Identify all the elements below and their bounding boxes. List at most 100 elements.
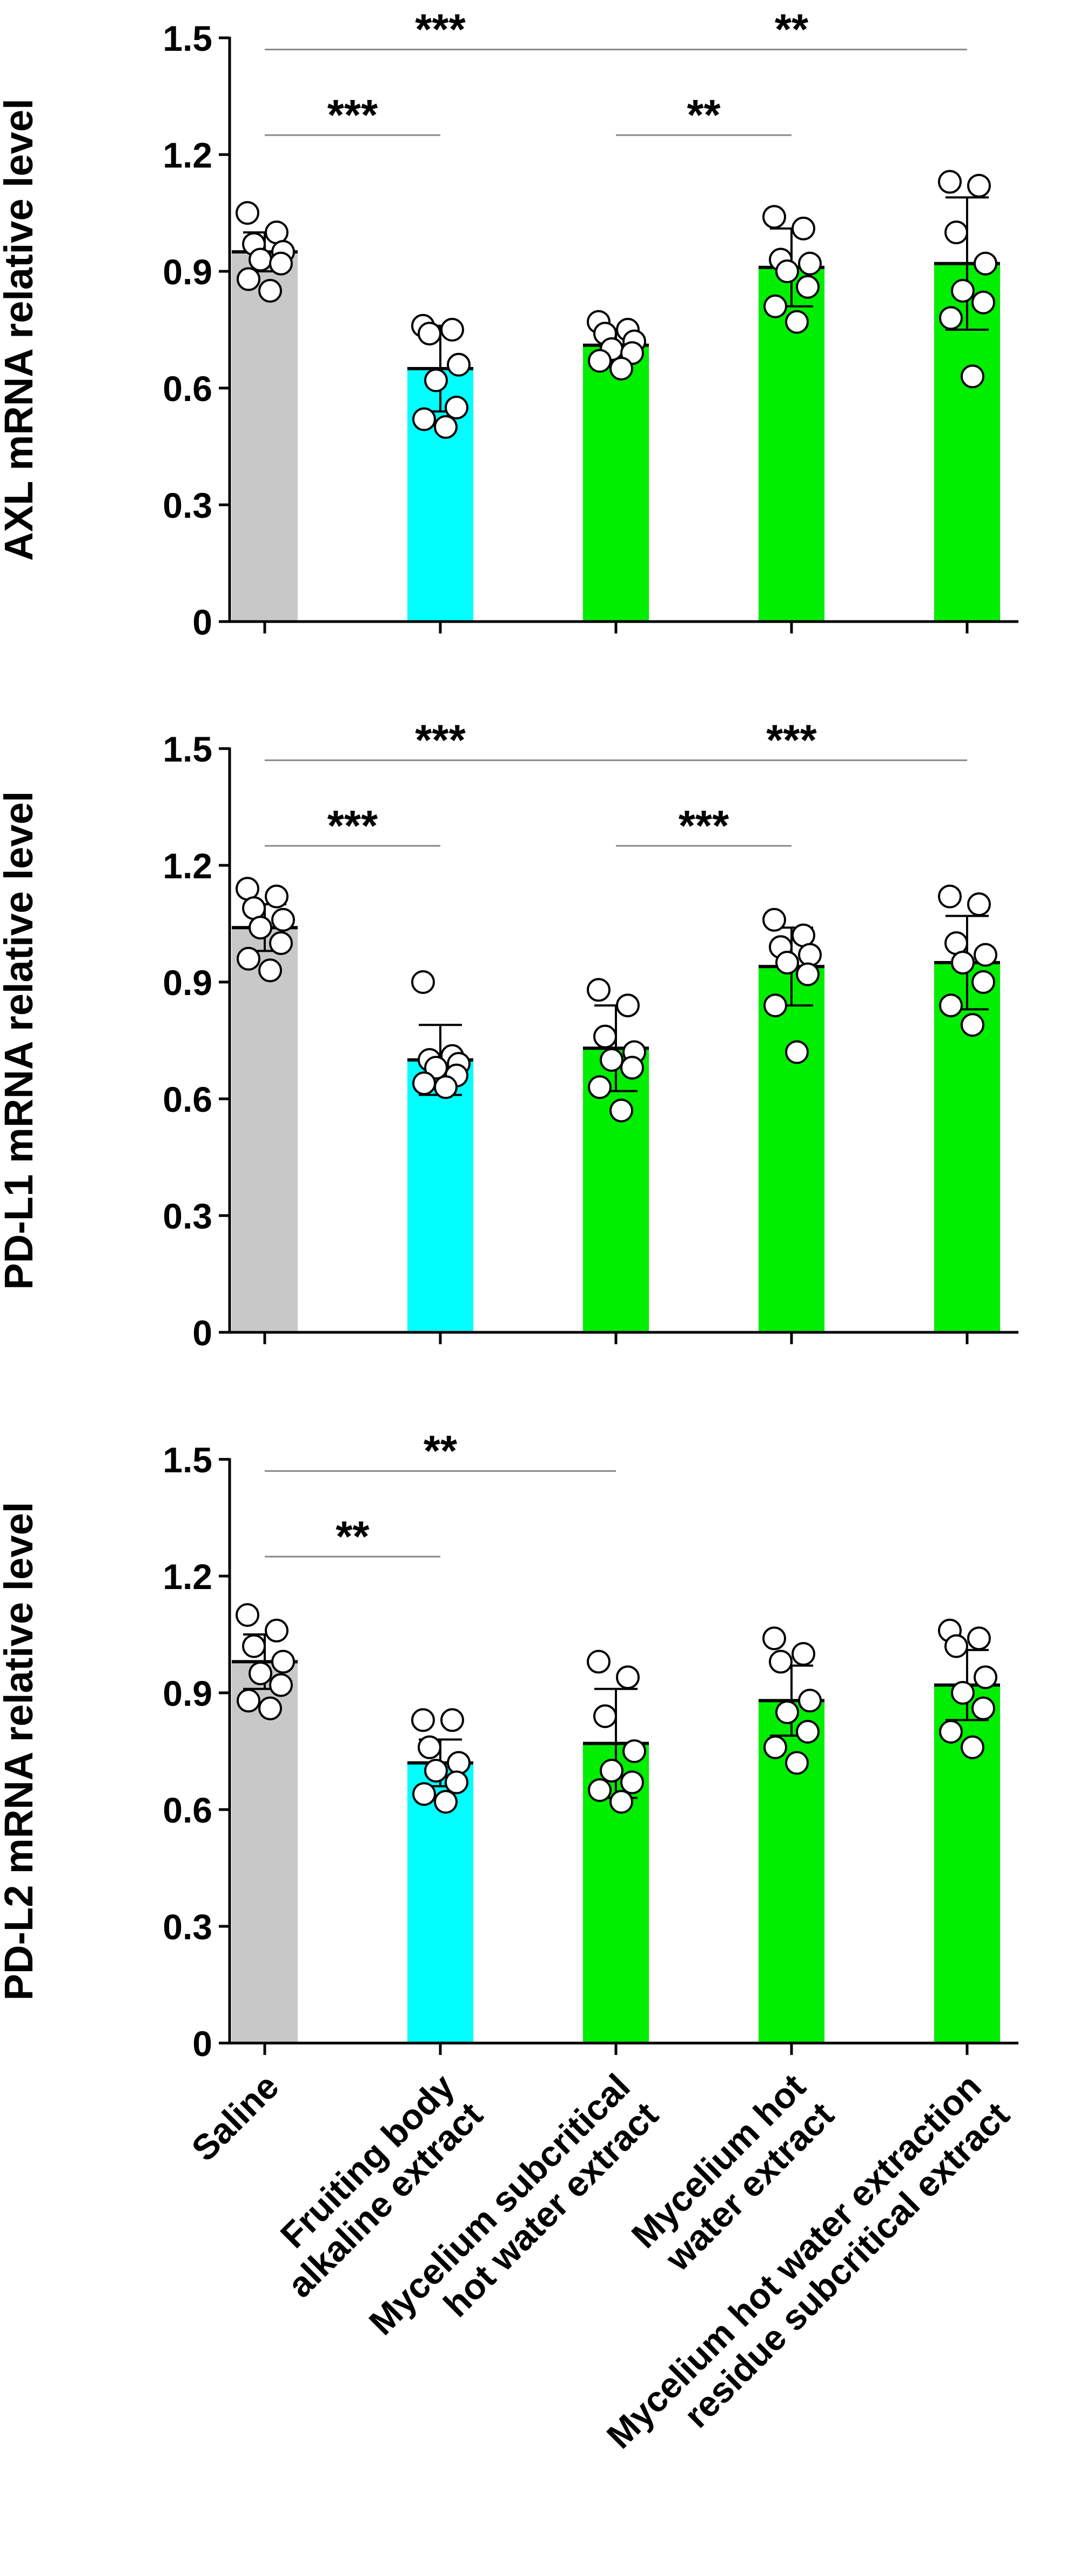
data-point bbox=[265, 221, 289, 244]
data-point bbox=[971, 1696, 995, 1720]
data-point bbox=[763, 993, 787, 1018]
data-point bbox=[236, 201, 259, 225]
data-point bbox=[798, 943, 822, 967]
data-point bbox=[440, 1708, 464, 1732]
data-point bbox=[961, 1013, 984, 1037]
data-point bbox=[961, 1735, 984, 1759]
data-point bbox=[588, 1075, 612, 1099]
data-point bbox=[412, 1071, 436, 1096]
data-point bbox=[785, 310, 809, 334]
y-axis-label: PD-L1 mRNA relative level bbox=[0, 791, 41, 1290]
significance-label: *** bbox=[327, 91, 378, 139]
data-point bbox=[249, 248, 272, 272]
y-tick-label: 0 bbox=[192, 1313, 212, 1353]
data-point bbox=[939, 993, 963, 1018]
data-point bbox=[447, 1751, 471, 1775]
data-point bbox=[938, 170, 962, 194]
y-tick-label: 0.3 bbox=[163, 1907, 212, 1947]
data-point bbox=[434, 415, 458, 439]
data-point bbox=[271, 1650, 295, 1674]
data-point bbox=[269, 251, 293, 276]
chart-panel-1: AXL mRNA relative level 0 0.3 0.6 0.9 1.2 1.5 *… bbox=[0, 5, 1018, 642]
data-point bbox=[775, 1700, 799, 1724]
data-point bbox=[418, 1735, 441, 1759]
data-point bbox=[249, 1661, 272, 1685]
bar bbox=[232, 927, 298, 1332]
data-point bbox=[424, 1056, 448, 1080]
data-point bbox=[411, 970, 435, 994]
data-point bbox=[593, 1704, 617, 1729]
data-point bbox=[967, 892, 991, 916]
data-point bbox=[769, 1650, 793, 1674]
data-point bbox=[258, 1696, 282, 1720]
data-point bbox=[620, 1056, 644, 1080]
data-point bbox=[258, 958, 282, 983]
bar bbox=[583, 345, 649, 622]
y-tick-label: 1.5 bbox=[163, 1440, 212, 1480]
significance-label: ** bbox=[424, 1427, 458, 1475]
data-point bbox=[600, 1759, 623, 1783]
data-point bbox=[951, 279, 975, 303]
data-point bbox=[785, 1751, 809, 1775]
data-point bbox=[762, 907, 786, 932]
data-point bbox=[269, 931, 293, 955]
bar bbox=[232, 1661, 298, 2043]
data-point bbox=[763, 1735, 787, 1759]
data-point bbox=[242, 896, 266, 920]
data-point bbox=[616, 993, 640, 1018]
significance-label: *** bbox=[766, 716, 817, 764]
bar bbox=[759, 966, 824, 1332]
data-point bbox=[600, 1048, 623, 1072]
y-tick-label: 1.5 bbox=[163, 729, 212, 769]
data-point bbox=[796, 1720, 820, 1744]
y-tick-label: 0 bbox=[192, 602, 212, 642]
data-point bbox=[763, 294, 787, 318]
y-tick-label: 0.6 bbox=[163, 369, 212, 409]
data-point bbox=[796, 962, 820, 986]
data-point bbox=[434, 1075, 458, 1099]
data-point bbox=[242, 1634, 266, 1658]
data-point bbox=[440, 318, 464, 342]
data-point bbox=[258, 279, 282, 303]
data-point bbox=[971, 970, 995, 994]
bar bbox=[407, 1060, 473, 1332]
significance-label: *** bbox=[679, 802, 729, 850]
y-tick-label: 0.9 bbox=[163, 252, 212, 292]
significance-label: ** bbox=[336, 1512, 370, 1560]
y-axis-label: AXL mRNA relative level bbox=[0, 98, 41, 560]
data-point bbox=[237, 267, 260, 291]
data-point bbox=[412, 407, 436, 431]
data-point bbox=[961, 364, 984, 389]
y-tick-label: 1.2 bbox=[163, 135, 212, 175]
data-point bbox=[798, 1689, 822, 1713]
data-point bbox=[971, 290, 995, 315]
y-tick-label: 0.9 bbox=[163, 1673, 212, 1713]
chart-panel-2: PD-L1 mRNA relative level 0 0.3 0.6 0.9 1.2 1.… bbox=[0, 716, 1018, 1353]
data-point bbox=[974, 943, 997, 967]
data-point bbox=[434, 1790, 458, 1814]
data-point bbox=[796, 275, 820, 299]
data-point bbox=[944, 1634, 968, 1658]
data-point bbox=[609, 1098, 633, 1123]
data-point bbox=[951, 1681, 975, 1705]
data-point bbox=[762, 205, 786, 229]
y-axis-label: PD-L2 mRNA relative level bbox=[0, 1502, 41, 2001]
data-point bbox=[974, 251, 997, 276]
data-point bbox=[236, 877, 259, 901]
significance-label: *** bbox=[415, 5, 466, 54]
data-point bbox=[974, 1665, 997, 1690]
data-point bbox=[249, 916, 272, 940]
y-tick-label: 0.6 bbox=[163, 1790, 212, 1830]
data-point bbox=[236, 1603, 259, 1627]
data-point bbox=[967, 1626, 991, 1651]
data-point bbox=[939, 1720, 963, 1744]
data-point bbox=[798, 251, 822, 276]
chart-panel-3: PD-L2 mRNA relative level 0 0.3 0.6 0.9 1.2 1.… bbox=[0, 1427, 1018, 2064]
data-point bbox=[265, 884, 289, 909]
data-point bbox=[792, 1642, 815, 1666]
significance-label: ** bbox=[775, 5, 809, 54]
data-point bbox=[447, 352, 471, 377]
data-point bbox=[588, 1778, 612, 1802]
data-point bbox=[412, 1782, 436, 1806]
x-tick-label: Saline bbox=[184, 2066, 286, 2169]
